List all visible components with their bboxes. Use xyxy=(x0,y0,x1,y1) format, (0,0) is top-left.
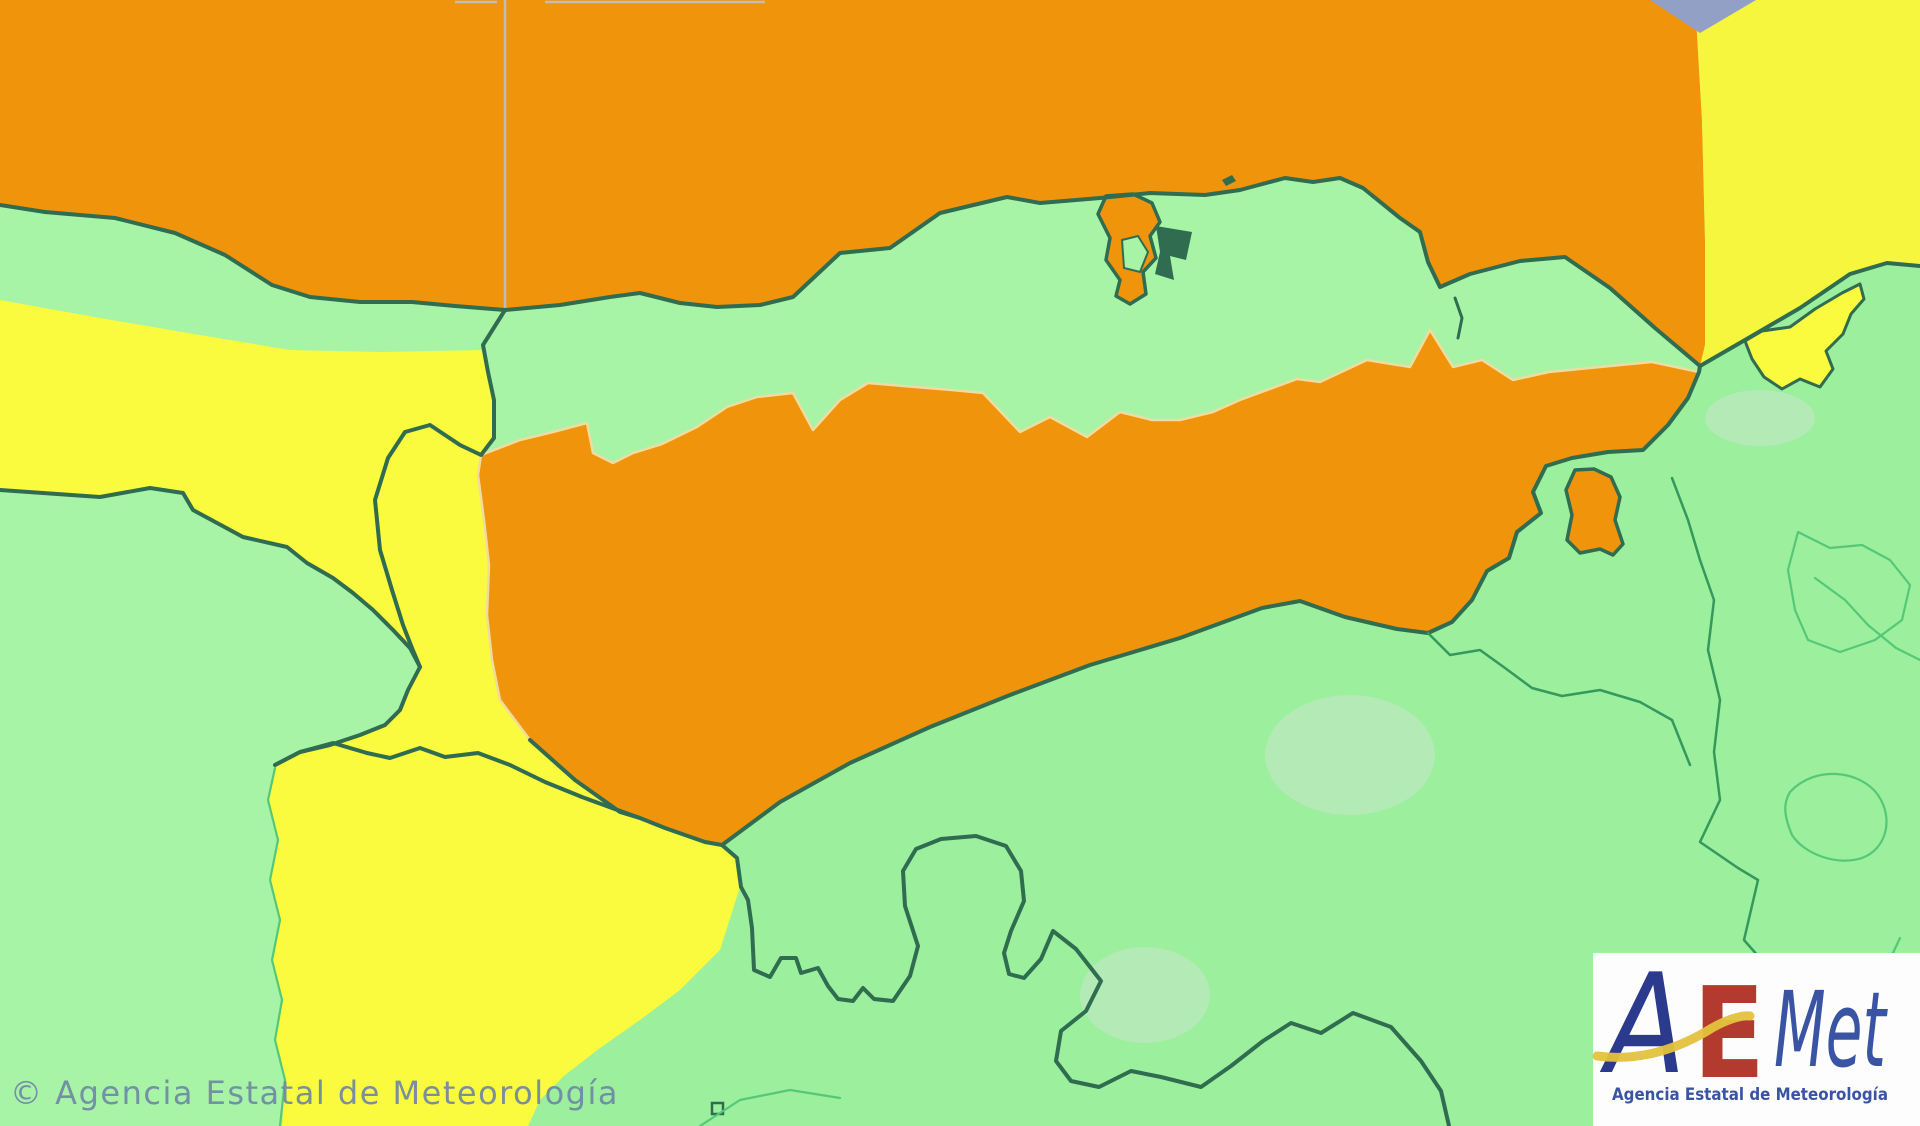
zone-yellow-coastal-east xyxy=(1743,282,1866,391)
coastline xyxy=(0,176,1920,368)
zone-yellow-west-south xyxy=(0,300,740,1126)
ria-inlet xyxy=(1453,296,1464,340)
coastal-islet xyxy=(1222,175,1236,186)
border-light-loop-a xyxy=(1786,530,1912,654)
terrain-patch xyxy=(1705,390,1815,446)
dark-borders xyxy=(0,176,1920,1126)
logo-tagline: Agencia Estatal de Meteorología xyxy=(1612,1085,1888,1104)
border-light-bottom xyxy=(698,1088,842,1126)
sea-zone-grey-wedge xyxy=(1650,0,1756,33)
border-west-zigzag xyxy=(0,486,422,767)
border-orange-south-east xyxy=(528,364,1702,847)
sea-zone-yellow xyxy=(1695,0,1920,366)
estuary-island xyxy=(1120,234,1150,274)
border-east-branch xyxy=(1426,631,1692,767)
logo-swoosh xyxy=(1592,1011,1755,1062)
sea-zone-orange xyxy=(0,0,1705,366)
border-light-loop-b xyxy=(1784,772,1888,862)
border-southwest xyxy=(273,741,642,820)
border-south-loops xyxy=(720,834,1451,1126)
aemet-logo: A E Met Agencia Estatal de Meteorología xyxy=(1592,944,1920,1126)
border-west-upper xyxy=(373,308,507,669)
logo-letters-met: Met xyxy=(1774,969,1888,1091)
logo-background xyxy=(1593,953,1920,1126)
terrain-patch xyxy=(1265,695,1435,815)
zone-orange-enclave xyxy=(1564,467,1625,557)
copyright-text: © Agencia Estatal de Meteorología xyxy=(10,1074,619,1112)
estuary-marsh xyxy=(1155,226,1192,280)
border-province-line-west xyxy=(266,766,287,1126)
logo-letter-a: A xyxy=(1599,944,1686,1105)
terrain-patch xyxy=(1080,947,1210,1043)
border-light-ne xyxy=(1813,576,1920,662)
